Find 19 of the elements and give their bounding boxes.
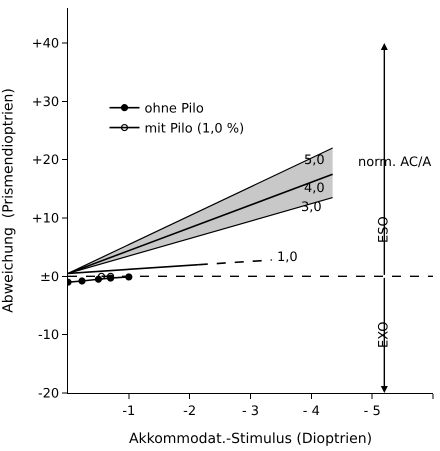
x-tick-label: - 5 xyxy=(364,404,381,419)
y-axis-title: Abweichung (Prismendioptrien) xyxy=(0,88,16,313)
legend-label: ohne Pilo xyxy=(144,102,204,117)
y-tick-label: +40 xyxy=(32,36,60,52)
annotation: 5,0 xyxy=(304,153,325,168)
x-tick-label: - 4 xyxy=(302,404,320,419)
y-tick-label: -20 xyxy=(38,386,60,402)
y-tick-label: +10 xyxy=(32,212,60,227)
y-tick-label: +20 xyxy=(32,153,60,168)
x-axis-title: Akkommodat.-Stimulus (Dioptrien) xyxy=(128,431,372,448)
x-tick-label: -1 xyxy=(122,404,136,419)
legend-label: mit Pilo (1,0 %) xyxy=(144,122,244,137)
y-tick-label: -10 xyxy=(38,328,60,344)
y-tick-label: +30 xyxy=(32,94,60,110)
y-tick-label: ±0 xyxy=(40,270,60,285)
x-tick-label: -2 xyxy=(183,404,196,419)
annotation: 1,0 xyxy=(277,250,298,265)
x-tick-label: - 3 xyxy=(242,404,260,419)
annotation: 4,0 xyxy=(304,181,325,196)
